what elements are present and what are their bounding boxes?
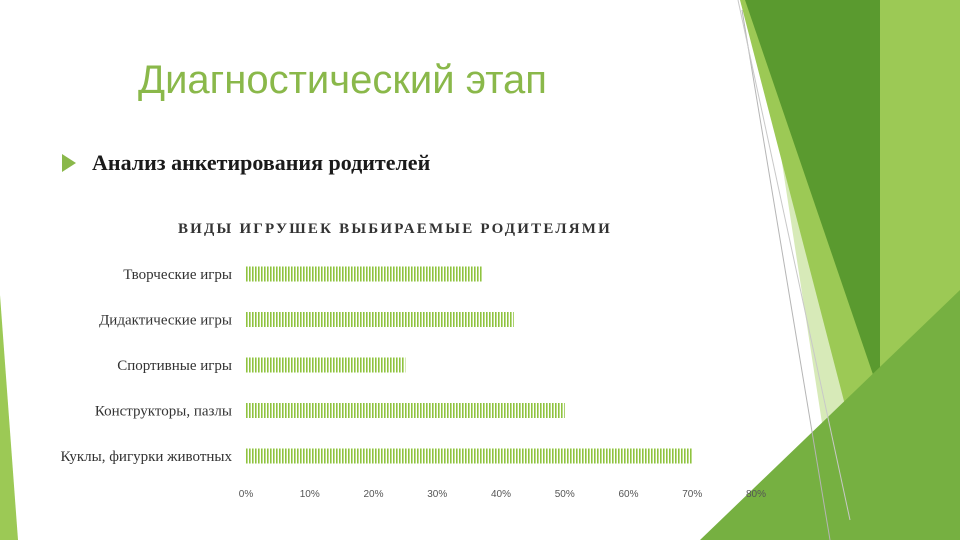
- x-axis-ticks: 0% 10% 20% 30% 40% 50% 60% 70% 80%: [239, 489, 766, 500]
- x-tick-label: 20%: [363, 489, 383, 500]
- bar: [246, 448, 693, 464]
- bar: [246, 312, 514, 327]
- x-tick-label: 80%: [746, 489, 766, 500]
- category-label: Куклы, фигурки животных: [60, 449, 232, 465]
- category-label: Творческие игры: [123, 267, 232, 283]
- deco-left-sliver: [0, 295, 18, 540]
- bar: [246, 266, 482, 282]
- category-label: Спортивные игры: [117, 358, 232, 374]
- deco-line: [741, 9, 831, 540]
- x-tick-label: 10%: [300, 489, 320, 500]
- chart-title: ВИДЫ ИГРУШЕК ВЫБИРАЕМЫЕ РОДИТЕЛЯМИ: [178, 221, 612, 237]
- deco-dark-panel: [745, 0, 880, 395]
- deco-mid-panel: [700, 290, 960, 540]
- category-label: Дидактические игры: [99, 313, 232, 329]
- category-label: Конструкторы, пазлы: [95, 404, 232, 420]
- bar: [246, 357, 406, 373]
- x-tick-label: 50%: [555, 489, 575, 500]
- triangle-bullet-icon: [62, 154, 76, 172]
- bars-layer: [246, 266, 693, 464]
- bullet-text: Анализ анкетирования родителей: [92, 150, 431, 175]
- bullet-item: Анализ анкетирования родителей: [62, 150, 430, 176]
- slide-title: Диагностический этап: [138, 58, 547, 102]
- category-labels: Творческие игры Дидактические игры Спортив…: [60, 267, 232, 465]
- x-tick-label: 30%: [427, 489, 447, 500]
- x-tick-label: 60%: [618, 489, 638, 500]
- x-tick-label: 70%: [682, 489, 702, 500]
- deco-line-2: [737, 0, 851, 521]
- bar: [246, 403, 565, 418]
- x-tick-label: 0%: [239, 489, 254, 500]
- x-tick-label: 40%: [491, 489, 511, 500]
